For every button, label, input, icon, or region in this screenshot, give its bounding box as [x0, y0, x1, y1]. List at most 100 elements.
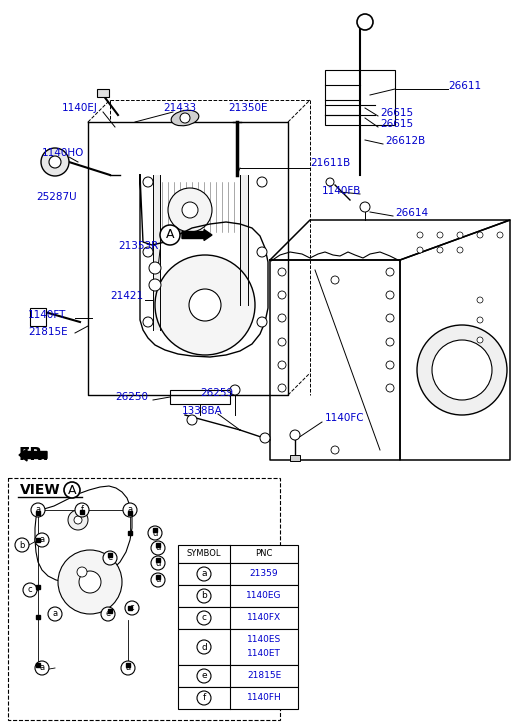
Circle shape: [187, 415, 197, 425]
Text: f: f: [202, 694, 206, 702]
Circle shape: [331, 446, 339, 454]
Circle shape: [331, 276, 339, 284]
Circle shape: [143, 317, 153, 327]
Text: 21815E: 21815E: [28, 327, 68, 337]
Text: PNC: PNC: [255, 550, 273, 558]
Circle shape: [257, 177, 267, 187]
Circle shape: [123, 503, 137, 517]
Circle shape: [143, 247, 153, 257]
Text: 1140HO: 1140HO: [42, 148, 84, 158]
Text: VIEW: VIEW: [20, 483, 60, 497]
Text: e: e: [201, 672, 207, 680]
Circle shape: [48, 607, 62, 621]
Circle shape: [58, 550, 122, 614]
Text: a: a: [126, 664, 130, 672]
Text: 26259: 26259: [200, 388, 233, 398]
Bar: [178, 607, 298, 629]
Text: d: d: [155, 544, 161, 553]
Text: c: c: [130, 603, 134, 613]
Text: 26615: 26615: [380, 108, 413, 118]
Text: b: b: [201, 592, 207, 601]
Circle shape: [197, 691, 211, 705]
Text: d: d: [155, 558, 161, 568]
Bar: [170, 390, 230, 404]
Circle shape: [437, 232, 443, 238]
Circle shape: [74, 516, 82, 524]
Circle shape: [417, 325, 507, 415]
Text: d: d: [155, 576, 161, 585]
Circle shape: [386, 291, 394, 299]
Circle shape: [197, 567, 211, 581]
Circle shape: [149, 262, 161, 274]
Text: 26615: 26615: [380, 119, 413, 129]
Polygon shape: [240, 175, 248, 305]
Circle shape: [417, 247, 423, 253]
Text: a: a: [39, 536, 45, 545]
Text: 1338BA: 1338BA: [182, 406, 223, 416]
Circle shape: [103, 551, 117, 565]
Text: 25287U: 25287U: [36, 192, 77, 202]
Bar: [8, 478, 280, 720]
Circle shape: [290, 430, 300, 440]
Circle shape: [278, 314, 286, 322]
Bar: [97, 89, 109, 97]
Circle shape: [151, 556, 165, 570]
Circle shape: [386, 361, 394, 369]
Text: 1140FC: 1140FC: [325, 413, 365, 423]
Text: 21353R: 21353R: [118, 241, 158, 251]
Text: f: f: [81, 505, 84, 515]
Bar: [30, 308, 46, 326]
Circle shape: [197, 640, 211, 654]
Circle shape: [386, 314, 394, 322]
Text: a: a: [39, 664, 45, 672]
Circle shape: [121, 661, 135, 675]
Text: 26614: 26614: [395, 208, 428, 218]
Text: 26250: 26250: [115, 392, 148, 402]
Text: a: a: [36, 505, 41, 515]
Circle shape: [260, 433, 270, 443]
Circle shape: [148, 526, 162, 540]
Circle shape: [278, 291, 286, 299]
Text: 1140FT: 1140FT: [28, 310, 66, 320]
Polygon shape: [153, 175, 160, 330]
Circle shape: [125, 601, 139, 615]
Bar: [178, 629, 298, 665]
Text: d: d: [201, 643, 207, 651]
Text: 21421: 21421: [110, 291, 143, 301]
Circle shape: [35, 533, 49, 547]
Text: a: a: [127, 505, 132, 515]
Circle shape: [77, 567, 87, 577]
Circle shape: [386, 384, 394, 392]
Text: c: c: [201, 614, 207, 622]
Bar: [178, 545, 298, 563]
Text: e: e: [108, 553, 112, 563]
Circle shape: [477, 317, 483, 323]
Circle shape: [437, 247, 443, 253]
Circle shape: [49, 156, 61, 168]
Circle shape: [357, 14, 373, 30]
Circle shape: [386, 268, 394, 276]
Ellipse shape: [171, 111, 199, 126]
Circle shape: [257, 317, 267, 327]
Circle shape: [68, 510, 88, 530]
Circle shape: [189, 289, 221, 321]
Text: d: d: [152, 529, 158, 537]
Circle shape: [278, 384, 286, 392]
Circle shape: [101, 607, 115, 621]
Circle shape: [457, 247, 463, 253]
Circle shape: [197, 669, 211, 683]
Circle shape: [23, 583, 37, 597]
Text: 26611: 26611: [448, 81, 481, 91]
Circle shape: [326, 178, 334, 186]
Bar: [325, 70, 395, 125]
Circle shape: [151, 573, 165, 587]
Text: a: a: [52, 609, 58, 619]
Circle shape: [278, 338, 286, 346]
Circle shape: [180, 113, 190, 123]
Text: 26612B: 26612B: [385, 136, 425, 146]
Text: 21433: 21433: [163, 103, 196, 113]
Circle shape: [386, 338, 394, 346]
FancyArrow shape: [19, 449, 47, 461]
Circle shape: [432, 340, 492, 400]
Circle shape: [168, 188, 212, 232]
